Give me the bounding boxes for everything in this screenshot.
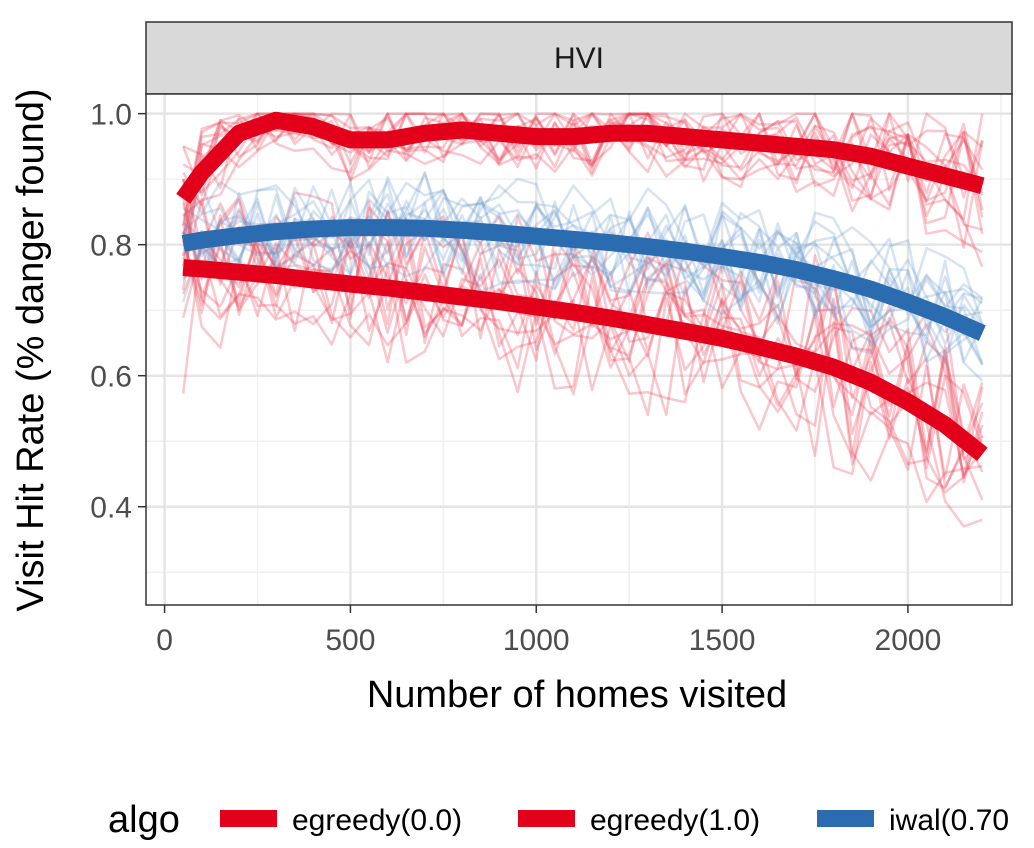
panel-border: [145, 93, 1013, 606]
y-tick-label: 0.6: [90, 361, 132, 394]
run-line: [182, 178, 984, 447]
plot-panel: [145, 93, 1013, 606]
x-tick-label: 1500: [689, 624, 756, 657]
run-line: [182, 115, 983, 254]
run-line: [182, 112, 984, 203]
facet-strip: HVI: [145, 21, 1013, 95]
legend-key: [220, 810, 277, 827]
y-axis-title: Visit Hit Rate (% danger found): [10, 88, 52, 611]
legend-key: [518, 810, 575, 827]
y-tick-label: 0.4: [90, 492, 132, 525]
facet-strip-box: [145, 21, 1013, 95]
y-tick-label: 0.8: [90, 230, 132, 263]
legend-key: [817, 810, 874, 827]
legend-label: iwal(0.70: [889, 804, 1009, 837]
run-line: [181, 230, 983, 504]
trend-line: [182, 259, 988, 461]
facet-label: HVI: [554, 42, 604, 75]
run-line: [182, 240, 984, 490]
run-line: [182, 202, 984, 461]
x-tick-label: 500: [325, 624, 375, 657]
run-line: [181, 178, 984, 477]
trend-line: [176, 111, 985, 204]
x-tick-label: 2000: [875, 624, 942, 657]
legend-label: egreedy(0.0): [292, 804, 462, 837]
run-line: [182, 201, 983, 362]
run-line: [181, 235, 983, 528]
run-line: [182, 241, 984, 479]
run-line: [181, 112, 984, 291]
run-line: [181, 112, 984, 242]
run-line: [181, 209, 984, 484]
x-axis: 0 500 1000 1500 2000: [156, 605, 941, 657]
run-line: [183, 231, 984, 494]
run-line: [182, 170, 984, 331]
x-tick-label: 0: [156, 624, 173, 657]
x-axis-title: Number of homes visited: [367, 674, 787, 716]
legend-title: algo: [108, 799, 180, 841]
x-tick-label: 1000: [503, 624, 570, 657]
y-axis: 0.4 0.6 0.8 1.0: [90, 99, 146, 525]
legend: algo egreedy(0.0) egreedy(1.0) iwal(0.70: [108, 799, 1009, 841]
smoothed-trends: [176, 111, 988, 461]
run-line: [181, 198, 984, 501]
run-line: [182, 190, 984, 366]
legend-label: egreedy(1.0): [590, 804, 760, 837]
trend-line: [181, 219, 986, 341]
y-tick-label: 1.0: [90, 99, 132, 132]
